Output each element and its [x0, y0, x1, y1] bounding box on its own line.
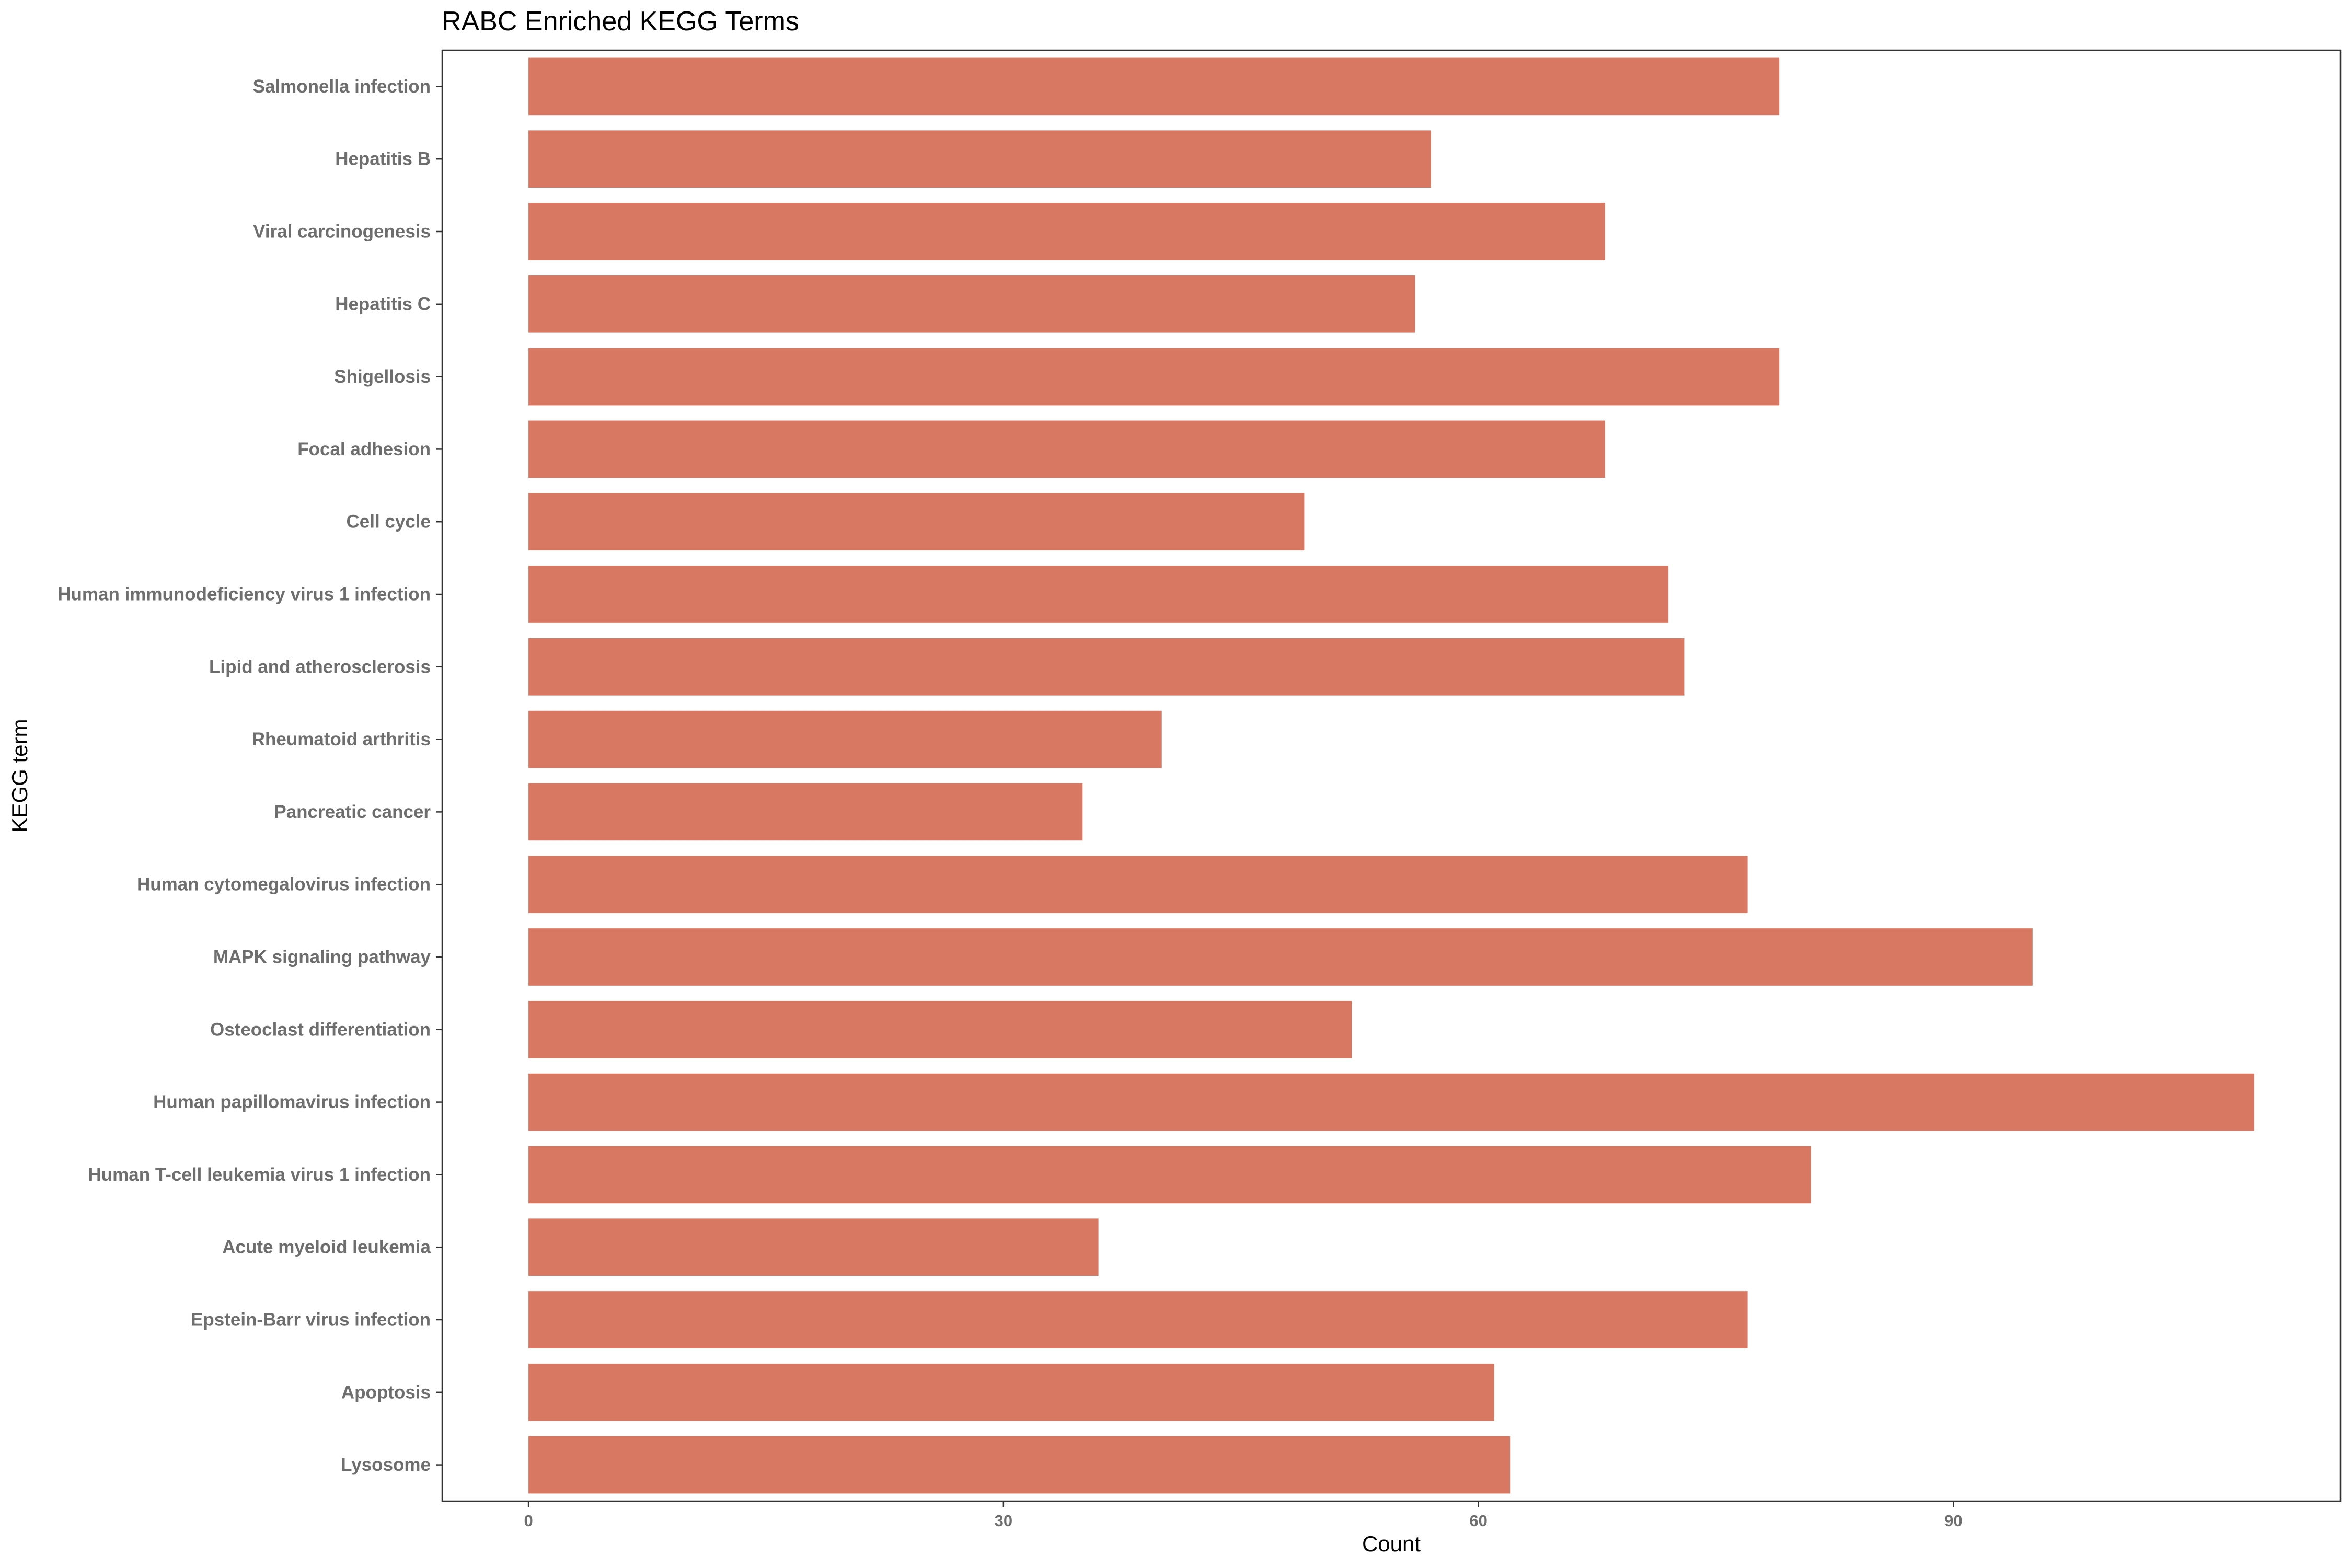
- bar: [528, 203, 1605, 260]
- bar: [528, 856, 1748, 914]
- y-tick-label: Focal adhesion: [297, 439, 431, 459]
- x-tick-label: 90: [1944, 1512, 1962, 1530]
- bar: [528, 1146, 1811, 1204]
- y-tick-label: Hepatitis C: [335, 294, 431, 314]
- bar: [528, 638, 1685, 696]
- bar: [528, 1000, 1352, 1058]
- bar: [528, 130, 1431, 188]
- y-tick-label: Cell cycle: [347, 512, 431, 532]
- x-tick-label: 30: [995, 1512, 1012, 1530]
- y-tick-label: Epstein-Barr virus infection: [191, 1310, 431, 1330]
- y-tick-label: Osteoclast differentiation: [210, 1019, 431, 1040]
- bars-group: [528, 57, 2254, 1494]
- bar: [528, 566, 1669, 623]
- bar: [528, 348, 1780, 406]
- y-axis-title: KEGG term: [7, 719, 32, 832]
- y-tick-label: Lysosome: [341, 1455, 431, 1475]
- y-tick-label: Acute myeloid leukemia: [222, 1237, 431, 1258]
- y-tick-label: Apoptosis: [341, 1382, 431, 1402]
- bar: [528, 420, 1605, 478]
- y-tick-label: MAPK signaling pathway: [213, 947, 431, 967]
- bar: [528, 710, 1162, 768]
- y-tick-label: Pancreatic cancer: [274, 802, 431, 822]
- bar: [528, 275, 1415, 333]
- bar: [528, 1218, 1099, 1276]
- bar: [528, 1291, 1748, 1348]
- bar: [528, 1436, 1511, 1494]
- x-axis: 0 30 60 90: [524, 1501, 1963, 1530]
- bar: [528, 1363, 1494, 1421]
- bar: [528, 493, 1305, 551]
- x-tick-label: 0: [524, 1512, 533, 1530]
- bar: [528, 57, 1780, 116]
- x-axis-title: Count: [1362, 1531, 1421, 1556]
- bar: [528, 1073, 2254, 1131]
- y-axis: Salmonella infection Hepatitis B Viral car…: [57, 76, 442, 1475]
- y-tick-label: Human cytomegalovirus infection: [137, 874, 431, 895]
- bar: [528, 783, 1083, 841]
- y-tick-label: Lipid and atherosclerosis: [209, 656, 431, 677]
- y-tick-label: Human T-cell leukemia virus 1 infection: [88, 1165, 431, 1185]
- y-tick-label: Shigellosis: [334, 366, 431, 387]
- y-tick-label: Hepatitis B: [335, 149, 431, 169]
- y-tick-label: Human immunodeficiency virus 1 infection: [57, 584, 431, 605]
- y-tick-label: Human papillomavirus infection: [153, 1092, 431, 1112]
- bar: [528, 928, 2033, 986]
- x-tick-label: 60: [1469, 1512, 1487, 1530]
- chart-title: RABC Enriched KEGG Terms: [442, 6, 799, 37]
- y-tick-label: Viral carcinogenesis: [253, 222, 431, 242]
- y-tick-label: Rheumatoid arthritis: [252, 729, 431, 750]
- y-tick-label: Salmonella infection: [253, 76, 431, 97]
- plot-panel-border: [441, 49, 2342, 1502]
